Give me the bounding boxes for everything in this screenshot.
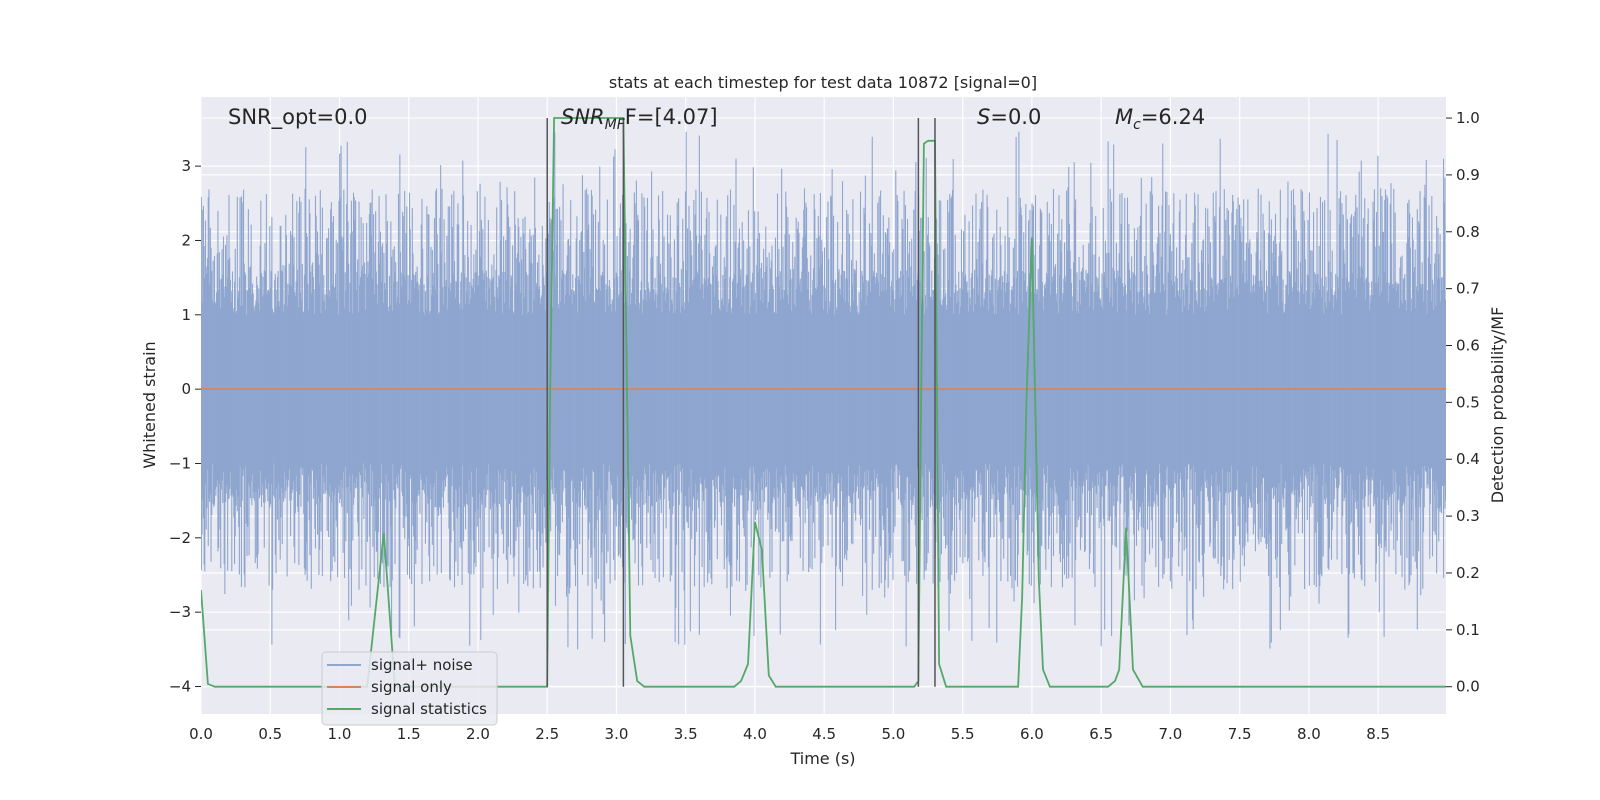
x-tick-label: 8.5 (1366, 725, 1390, 743)
x-tick-label: 5.0 (882, 725, 906, 743)
legend: signal+ noise signal only signal statist… (321, 651, 498, 726)
series-line-2 (201, 117, 1446, 688)
x-tick-label: 2.5 (535, 725, 559, 743)
x-tick-label: 7.5 (1228, 725, 1252, 743)
y-right-tick-label: 0.3 (1456, 507, 1480, 525)
x-tick-label: 3.5 (674, 725, 698, 743)
x-axis-label: Time (s) (789, 749, 855, 768)
x-tick-label: 8.0 (1297, 725, 1321, 743)
y-right-tick-label: 1.0 (1456, 109, 1480, 127)
chart-title: stats at each timestep for test data 108… (609, 73, 1037, 92)
series-layer (201, 117, 1446, 688)
y-left-tick-label: −3 (169, 603, 191, 621)
y-left-tick-label: 2 (181, 231, 191, 249)
x-tick-label: 1.0 (328, 725, 352, 743)
y-left-tick-label: 1 (181, 306, 191, 324)
x-tick-label: 6.0 (1020, 725, 1044, 743)
mc-subscript: c (1133, 117, 1141, 133)
y-right-tick-label: 0.0 (1456, 678, 1480, 696)
snr-mf-annotation: SNRMFF=[4.07] (561, 105, 718, 133)
left-axis-label: Whitened strain (140, 341, 159, 468)
right-axis-label: Detection probability/MF (1488, 307, 1507, 504)
x-tick-label: 4.0 (743, 725, 767, 743)
right-axis-ticks: 0.0 0.1 0.2 0.3 0.4 0.5 0.6 0.7 0.8 0.9 1.0 (1446, 109, 1480, 696)
x-tick-label: 2.0 (466, 725, 490, 743)
y-right-tick-label: 0.2 (1456, 564, 1480, 582)
left-axis-ticks: −4 −3 −2 −1 0 1 2 3 (169, 157, 201, 695)
s-annotation: S=0.0 (977, 105, 1041, 129)
s-symbol: S (977, 105, 990, 129)
x-tick-label: 7.0 (1158, 725, 1182, 743)
x-tick-label: 3.0 (605, 725, 629, 743)
y-right-tick-label: 0.1 (1456, 621, 1480, 639)
snr-mf-value: F=[4.07] (625, 105, 718, 129)
x-tick-label: 1.5 (397, 725, 421, 743)
x-tick-label: 5.5 (951, 725, 975, 743)
legend-label-noise: signal+ noise (371, 656, 473, 674)
x-axis-ticks: 0.0 0.5 1.0 1.5 2.0 2.5 3.0 3.5 4.0 4.5 5.0 5.5 6.0 6… (189, 725, 1390, 743)
legend-label-signal-statistics: signal statistics (371, 700, 487, 718)
legend-box (321, 651, 498, 726)
y-left-tick-label: −4 (169, 677, 191, 695)
y-right-tick-label: 0.7 (1456, 280, 1480, 298)
y-left-tick-label: −1 (169, 454, 191, 472)
x-tick-label: 6.5 (1089, 725, 1113, 743)
legend-label-signal-only: signal only (371, 678, 452, 696)
vertical-markers (546, 118, 936, 687)
y-right-tick-label: 0.4 (1456, 450, 1480, 468)
y-left-tick-label: 3 (181, 157, 191, 175)
x-tick-label: 4.5 (812, 725, 836, 743)
y-left-tick-label: 0 (181, 380, 191, 398)
y-right-tick-label: 0.6 (1456, 337, 1480, 355)
y-right-tick-label: 0.5 (1456, 393, 1480, 411)
s-value: =0.0 (990, 105, 1041, 129)
noise-series (201, 131, 1446, 650)
y-right-tick-label: 0.9 (1456, 166, 1480, 184)
mc-annotation: Mc=6.24 (1115, 105, 1205, 133)
x-tick-label: 0.5 (258, 725, 282, 743)
mc-symbol: M (1115, 105, 1133, 129)
mc-value: =6.24 (1141, 105, 1205, 129)
snr-opt-annotation: SNR_opt=0.0 (228, 105, 368, 130)
snr-mf-symbol: SNR (561, 105, 605, 129)
y-left-tick-label: −2 (169, 529, 191, 547)
y-right-tick-label: 0.8 (1456, 223, 1480, 241)
x-tick-label: 0.0 (189, 725, 213, 743)
snr-mf-subscript: MF (605, 117, 626, 133)
